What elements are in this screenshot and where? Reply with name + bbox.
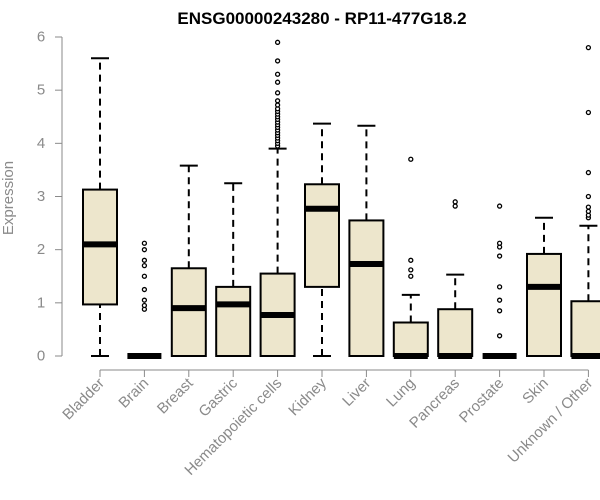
- outlier-point: [141, 302, 148, 309]
- box-body: [215, 285, 252, 357]
- box-body: [570, 300, 600, 358]
- x-tick-label: Prostate: [456, 375, 508, 427]
- y-tick-label: 2: [37, 241, 45, 258]
- box-breast: [170, 164, 207, 357]
- x-tick-label: Skin: [519, 375, 552, 408]
- outlier-point: [274, 39, 281, 45]
- outlier-point: [496, 308, 503, 314]
- y-tick-label: 3: [37, 188, 45, 205]
- outlier-point: [274, 71, 281, 77]
- x-tick-label: Breast: [154, 374, 197, 417]
- outlier-point: [141, 262, 148, 269]
- box-skin: [526, 216, 562, 357]
- box-series: [82, 39, 600, 359]
- box-body: [348, 219, 385, 357]
- outlier-point: [141, 240, 148, 246]
- outlier-point: [141, 257, 148, 263]
- outlier-point: [274, 58, 281, 64]
- y-tick-label: 6: [37, 29, 45, 46]
- x-tick-label: Unknown / Other: [505, 375, 597, 467]
- box-liver: [348, 124, 385, 357]
- outlier-point: [274, 79, 281, 85]
- y-tick-label: 5: [37, 82, 45, 99]
- y-axis: 0 1 2 3 4 5 6: [37, 29, 63, 365]
- outlier-point: [496, 284, 503, 290]
- outlier-point: [496, 333, 503, 339]
- box-body: [437, 308, 474, 358]
- x-tick-label: Liver: [339, 375, 374, 410]
- outlier-point: [274, 98, 281, 104]
- outlier-point: [496, 297, 503, 303]
- outlier-point: [585, 208, 592, 215]
- x-tick-label: Bladder: [59, 375, 108, 424]
- outlier-point: [141, 286, 148, 293]
- outlier-point: [408, 267, 414, 273]
- outlier-point: [496, 253, 503, 259]
- y-tick-label: 0: [37, 348, 45, 365]
- box-hematopoietic-cells: [259, 39, 296, 358]
- outlier-point: [585, 109, 592, 116]
- box-body: [392, 321, 429, 358]
- outlier-point: [408, 257, 414, 263]
- outlier-point: [585, 193, 592, 200]
- outlier-point: [496, 240, 503, 246]
- outlier-point: [496, 203, 503, 209]
- box-gastric: [215, 182, 252, 357]
- x-tick-label: Lung: [383, 375, 419, 411]
- box-brain: [127, 240, 162, 359]
- box-pancreas: [437, 199, 474, 359]
- outlier-point: [585, 44, 592, 51]
- y-tick-label: 1: [37, 294, 45, 311]
- outlier-point: [141, 297, 148, 303]
- outlier-point: [274, 102, 281, 108]
- box-unknown-other: [570, 44, 600, 359]
- chart-title: ENSG00000243280 - RP11-477G18.2: [177, 9, 466, 28]
- outlier-point: [452, 203, 458, 209]
- y-tick-label: 4: [37, 135, 45, 152]
- box-body: [304, 183, 340, 288]
- box-body: [526, 252, 562, 357]
- x-tick-label: Kidney: [285, 374, 330, 419]
- box-lung: [392, 156, 429, 359]
- outlier-point: [408, 273, 414, 279]
- outlier-point: [452, 199, 458, 205]
- box-kidney: [304, 122, 340, 357]
- box-bladder: [82, 57, 118, 357]
- outlier-point: [585, 169, 592, 176]
- outlier-point: [141, 273, 148, 279]
- outlier-point: [274, 90, 281, 96]
- x-tick-label: Brain: [115, 375, 152, 412]
- box-body: [170, 267, 207, 357]
- outlier-point: [141, 247, 148, 253]
- outlier-point: [408, 156, 414, 162]
- outlier-point: [585, 204, 592, 210]
- box-prostate: [482, 203, 517, 359]
- y-axis-label: Expression: [0, 161, 17, 235]
